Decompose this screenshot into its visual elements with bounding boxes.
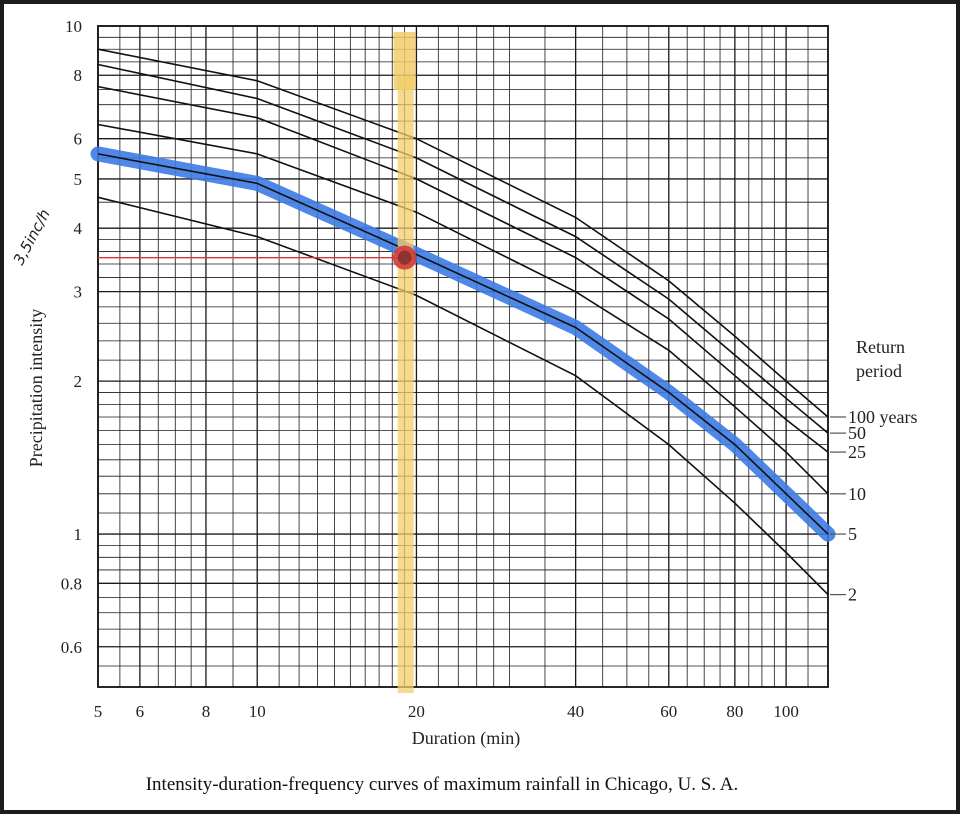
legend-entry: 100 years [848, 407, 917, 427]
y-tick-label: 3 [74, 283, 83, 302]
curve-100-years [97, 48, 829, 418]
x-axis-label: Duration (min) [412, 728, 520, 749]
x-tick-label: 8 [202, 702, 211, 721]
vertical-grid [97, 26, 829, 687]
highlighted-curve-stroke [90, 146, 836, 542]
figure-caption: Intensity-duration-frequency curves of m… [146, 774, 739, 795]
y-tick-label: 0.6 [61, 638, 82, 657]
legend-entry: 50 [848, 423, 866, 443]
y-tick-labels: 0.6 0.8 1 2 3 4 5 6 8 10 [61, 17, 83, 657]
curve-2 [97, 196, 829, 596]
legend-title-line-1: Return [856, 337, 905, 357]
hand-annotations: 3,5inc/h [10, 32, 417, 693]
y-tick-label: 6 [74, 130, 83, 149]
y-tick-label: 2 [74, 372, 83, 391]
legend-entry: 5 [848, 524, 857, 544]
y-tick-label: 5 [74, 170, 83, 189]
plot-border [97, 25, 829, 688]
curve-50 [97, 63, 829, 434]
y-tick-label: 0.8 [61, 574, 82, 593]
return-period-curves [90, 48, 836, 596]
horizontal-grid [98, 25, 828, 688]
legend-title-line-2: period [856, 361, 902, 381]
figure-page: 3,5inc/h 5 6 8 10 20 40 60 80 100 0.6 0.8 1 2 3 4 5 6 8 1… [4, 4, 956, 810]
duration-band-tab [393, 32, 416, 90]
x-tick-label: 40 [567, 702, 584, 721]
y-tick-label: 8 [74, 66, 83, 85]
curve-5 [97, 153, 829, 535]
y-tick-label: 4 [74, 219, 83, 238]
reading-marker-core [397, 250, 412, 265]
duration-band [397, 76, 414, 693]
x-tick-label: 6 [136, 702, 145, 721]
x-tick-label: 20 [408, 702, 425, 721]
legend-entry: 10 [848, 484, 866, 504]
x-tick-label: 80 [726, 702, 743, 721]
curve-10 [97, 123, 829, 495]
legend-entry: 2 [848, 585, 857, 605]
y-tick-label: 10 [65, 17, 82, 36]
x-tick-labels: 5 6 8 10 20 40 60 80 100 [94, 702, 799, 721]
legend-entry: 25 [848, 442, 866, 462]
x-tick-label: 100 [773, 702, 799, 721]
x-tick-label: 5 [94, 702, 103, 721]
y-axis-label: Precipitation intensity [26, 309, 46, 467]
idf-chart: 3,5inc/h 5 6 8 10 20 40 60 80 100 0.6 0.8 1 2 3 4 5 6 8 1… [10, 17, 918, 795]
curve-25 [97, 85, 829, 453]
y-tick-label: 1 [74, 525, 83, 544]
handwritten-intensity-label: 3,5inc/h [10, 206, 54, 268]
x-tick-label: 60 [660, 702, 677, 721]
x-tick-label: 10 [249, 702, 266, 721]
